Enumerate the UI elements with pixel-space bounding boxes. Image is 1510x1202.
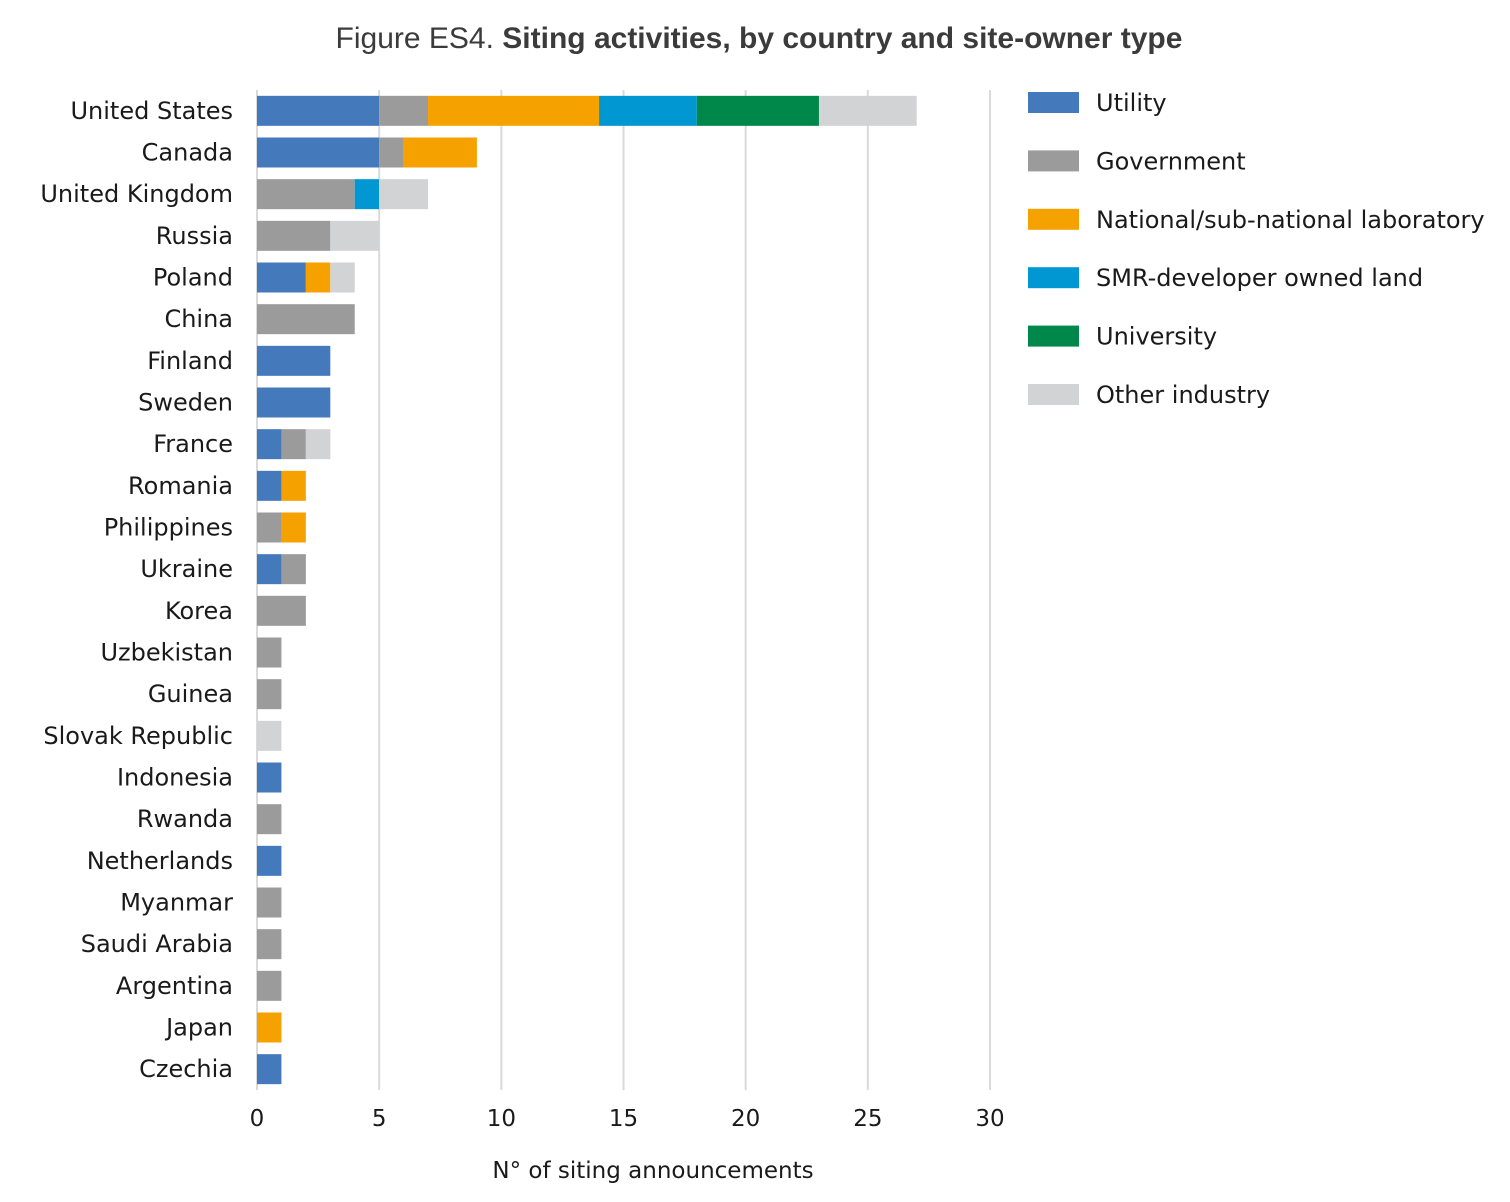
bar-segment bbox=[257, 429, 282, 460]
x-tick-label: 30 bbox=[975, 1106, 1004, 1132]
bar-segment bbox=[257, 137, 380, 168]
category-label: China bbox=[164, 305, 233, 333]
legend-label: Government bbox=[1096, 147, 1246, 175]
bar-segment bbox=[257, 470, 282, 501]
bar-segment bbox=[257, 970, 282, 1001]
bar-segment bbox=[257, 512, 282, 543]
category-label: Romania bbox=[128, 472, 233, 500]
chart-title-prefix: Figure ES4. bbox=[335, 22, 494, 55]
category-label: Sweden bbox=[138, 389, 233, 417]
category-label: Netherlands bbox=[87, 847, 233, 875]
bar-segment bbox=[305, 262, 331, 293]
bar-segment bbox=[257, 1012, 282, 1043]
category-label: Slovak Republic bbox=[43, 722, 233, 750]
category-label: Argentina bbox=[116, 972, 233, 1000]
bar-segment bbox=[257, 720, 282, 751]
legend-label: Utility bbox=[1096, 89, 1167, 117]
bars bbox=[257, 95, 917, 1085]
category-label: Czechia bbox=[139, 1055, 233, 1083]
legend-label: Other industry bbox=[1096, 381, 1270, 409]
legend-swatch bbox=[1028, 150, 1079, 172]
category-label: Rwanda bbox=[137, 805, 233, 833]
category-labels: United States Canada United Kingdom Russia P… bbox=[40, 97, 233, 1083]
gridlines bbox=[256, 90, 991, 1090]
legend-swatch bbox=[1028, 384, 1079, 405]
bar-segment bbox=[281, 554, 306, 585]
bar-segment bbox=[599, 95, 697, 126]
chart-title: Figure ES4. Siting activities, by countr… bbox=[0, 22, 1510, 56]
bar-segment bbox=[257, 304, 355, 335]
category-label: Russia bbox=[156, 222, 233, 250]
bar-segment bbox=[696, 95, 819, 126]
x-axis-title: N° of siting announcements bbox=[492, 1158, 813, 1184]
x-tick-label: 10 bbox=[487, 1106, 516, 1132]
bar-segment bbox=[257, 345, 331, 376]
bar-segment bbox=[257, 595, 306, 626]
bar-segment bbox=[257, 554, 282, 585]
bar-segment bbox=[257, 804, 282, 835]
bar-segment bbox=[379, 95, 429, 126]
category-label: Philippines bbox=[104, 514, 233, 542]
category-label: United Kingdom bbox=[40, 180, 233, 208]
bar-segment bbox=[257, 262, 306, 293]
bar-segment bbox=[330, 220, 380, 251]
bar-segment bbox=[379, 179, 429, 210]
x-tick-label: 20 bbox=[731, 1106, 760, 1132]
category-label: Uzbekistan bbox=[100, 639, 233, 667]
bar-segment bbox=[305, 429, 331, 460]
bar-segment bbox=[257, 637, 282, 668]
category-label: Japan bbox=[164, 1014, 233, 1042]
bar-segment bbox=[257, 679, 282, 710]
x-tick-labels: 0 5 10 15 20 25 30 bbox=[250, 1106, 1005, 1132]
bar-segment bbox=[403, 137, 477, 168]
legend-label: University bbox=[1096, 323, 1217, 351]
bar-segment bbox=[257, 387, 331, 418]
category-label: Ukraine bbox=[140, 555, 233, 583]
chart-title-main: Siting activities, by country and site-o… bbox=[502, 22, 1183, 55]
bar-segment bbox=[330, 262, 355, 293]
legend-swatch bbox=[1028, 267, 1079, 289]
category-label: Saudi Arabia bbox=[81, 930, 233, 958]
bar-segment bbox=[428, 95, 600, 126]
legend-label: National/sub-national laboratory bbox=[1096, 206, 1485, 234]
category-label: France bbox=[153, 430, 233, 458]
bar-segment bbox=[257, 1054, 282, 1085]
bar-segment bbox=[257, 887, 282, 918]
bar-segment bbox=[257, 95, 380, 126]
legend-swatch bbox=[1028, 325, 1079, 347]
x-tick-label: 15 bbox=[609, 1106, 638, 1132]
x-tick-label: 25 bbox=[853, 1106, 882, 1132]
bar-segment bbox=[379, 137, 404, 168]
category-label: Myanmar bbox=[120, 889, 233, 917]
bar-segment bbox=[818, 95, 917, 126]
category-label: Indonesia bbox=[117, 764, 233, 792]
category-label: Poland bbox=[153, 264, 233, 292]
bar-segment bbox=[281, 429, 306, 460]
legend-swatch bbox=[1028, 92, 1079, 113]
legend: Utility Government National/sub-national l… bbox=[1028, 89, 1485, 409]
category-label: Korea bbox=[165, 597, 233, 625]
bar-segment bbox=[257, 220, 331, 251]
bar-segment bbox=[257, 179, 355, 210]
bar-segment bbox=[354, 179, 380, 210]
x-tick-label: 0 bbox=[250, 1106, 265, 1132]
category-label: United States bbox=[70, 97, 233, 125]
category-label: Canada bbox=[142, 139, 233, 167]
bar-segment bbox=[281, 512, 306, 543]
x-tick-label: 5 bbox=[372, 1106, 387, 1132]
bar-segment bbox=[257, 929, 282, 960]
legend-label: SMR-developer owned land bbox=[1096, 264, 1423, 292]
bar-segment bbox=[257, 762, 282, 793]
bar-segment bbox=[257, 845, 282, 876]
category-label: Finland bbox=[147, 347, 233, 375]
legend-swatch bbox=[1028, 208, 1079, 230]
category-label: Guinea bbox=[148, 680, 233, 708]
bar-segment bbox=[281, 470, 306, 501]
